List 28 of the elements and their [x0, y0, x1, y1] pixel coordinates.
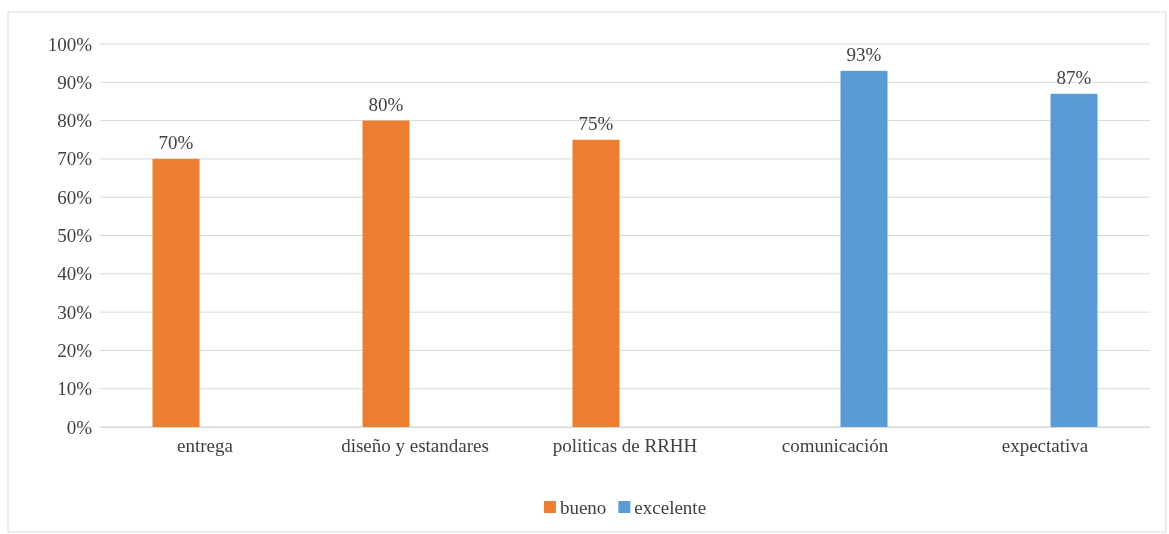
y-tick-label: 10% [57, 378, 93, 400]
data-label: 93% [846, 43, 882, 65]
y-tick-label: 100% [47, 33, 93, 55]
bar [1050, 93, 1098, 427]
y-tick-label: 70% [57, 148, 93, 170]
data-label: 87% [1056, 66, 1092, 88]
bar [362, 120, 410, 427]
y-tick-label: 0% [66, 416, 93, 438]
x-tick-label: politicas de RRHH [552, 435, 698, 457]
y-tick-label: 80% [57, 110, 93, 132]
y-tick-label: 40% [57, 263, 93, 285]
x-tick-label: expectativa [1001, 435, 1089, 457]
bar [572, 139, 620, 427]
x-tick-label: diseño y estandares [341, 435, 489, 457]
y-tick-label: 50% [57, 225, 93, 247]
y-tick-label: 30% [57, 301, 93, 323]
y-tick-label: 60% [57, 186, 93, 208]
x-tick-label: comunicación [781, 435, 889, 457]
y-tick-label: 20% [57, 339, 93, 361]
data-label: 75% [578, 112, 614, 134]
legend-label: bueno [559, 497, 607, 518]
bar [840, 70, 888, 427]
data-label: 80% [368, 93, 404, 115]
data-label: 70% [158, 131, 194, 153]
bar [152, 158, 200, 427]
x-tick-label: entrega [177, 435, 234, 457]
y-tick-label: 90% [57, 71, 93, 93]
legend-label: excelente [634, 497, 707, 518]
